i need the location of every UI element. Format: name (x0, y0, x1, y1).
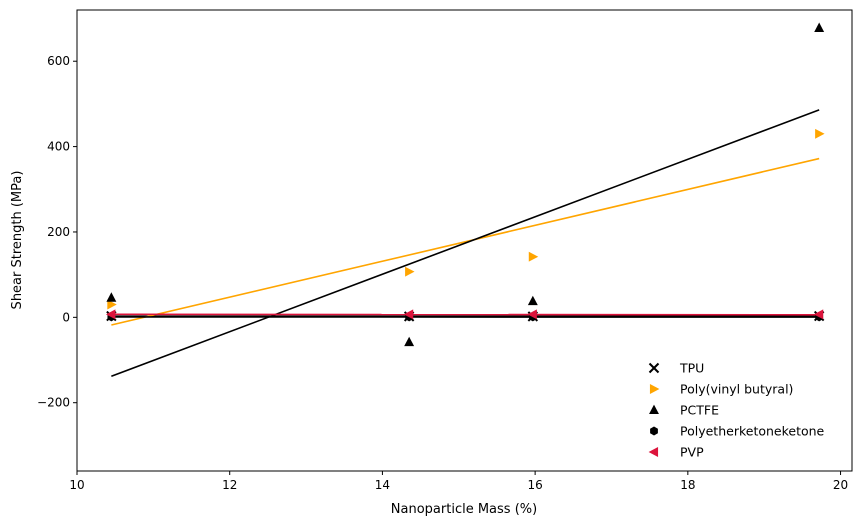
data-point-series-1 (405, 266, 415, 277)
fit-line-1 (111, 157, 820, 326)
legend-marker-3 (650, 426, 658, 436)
x-tick-label: 20 (833, 478, 848, 492)
y-axis-label: Shear Strength (MPa) (10, 171, 25, 310)
legend-marker-4 (648, 447, 659, 457)
y-tick-label: 200 (47, 225, 70, 239)
data-point-series-2 (814, 22, 825, 32)
x-tick-label: 16 (527, 478, 542, 492)
legend-label: PCTFE (680, 403, 719, 418)
x-axis-ticks: 10 12 14 16 18 20 (69, 471, 848, 492)
data-point-series-2 (404, 336, 415, 347)
legend-label: TPU (679, 361, 704, 376)
data-point-series-1 (107, 299, 117, 310)
plot-frame (76, 9, 853, 472)
data-point-series-4 (527, 309, 537, 320)
data-points (105, 22, 825, 347)
legend-marker-1 (649, 384, 660, 394)
legend-label: Poly(vinyl butyral) (680, 382, 793, 397)
x-tick-label: 18 (680, 478, 695, 492)
fit-line-2 (111, 109, 820, 377)
legend-marker-2 (649, 404, 659, 415)
y-tick-label: −200 (37, 396, 70, 410)
data-point-series-2 (527, 295, 538, 306)
y-axis-ticks: −200 0 200 400 600 (37, 54, 77, 410)
data-point-series-4 (105, 309, 116, 320)
x-tick-label: 10 (69, 478, 84, 492)
x-axis-label: Nanoparticle Mass (%) (391, 502, 537, 517)
legend-label: PVP (680, 445, 704, 460)
data-point-series-2 (106, 292, 117, 302)
data-point-series-1 (815, 128, 825, 139)
y-tick-label: 0 (62, 310, 70, 324)
legend-marker-0 (648, 362, 660, 374)
legend: TPU Poly(vinyl butyral) PCTFE Polyetherketo… (648, 361, 825, 460)
x-tick-label: 14 (375, 478, 390, 492)
y-tick-label: 400 (47, 140, 70, 154)
data-point-series-4 (813, 309, 824, 320)
data-point-series-4 (403, 309, 414, 320)
data-point-series-1 (528, 251, 539, 262)
legend-label: Polyetherketoneketone (680, 424, 825, 439)
fit-lines (111, 109, 820, 377)
x-tick-label: 12 (222, 478, 237, 492)
y-tick-label: 600 (47, 54, 70, 68)
